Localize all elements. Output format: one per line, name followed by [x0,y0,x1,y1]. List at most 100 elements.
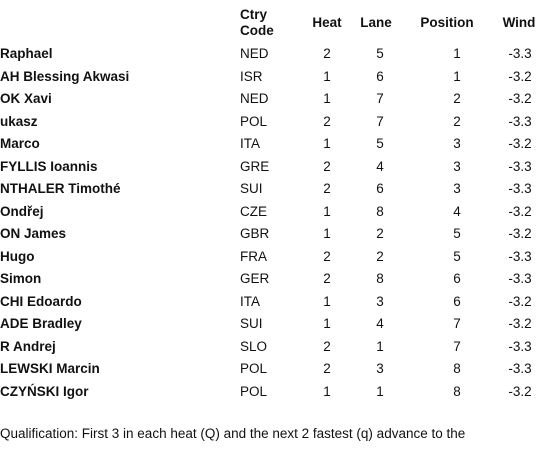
lane-number: 3 [376,293,384,309]
country-code: CZE [240,203,267,219]
country-code: POL [240,383,268,399]
athlete-name: CHI Edoardo [0,293,82,309]
table-row: Raphael NED 2 5 1 -3.3 [0,43,560,65]
lane-number: 4 [376,316,384,331]
athlete-name: AH Blessing Akwasi [0,68,130,84]
wind-value: -3.3 [508,46,532,61]
athlete-name: Raphael [0,46,53,61]
table-row: FYLLIS Ioannis GRE 2 4 3 -3.3 [0,156,560,178]
wind-value: -3.2 [508,203,532,219]
heat-number: 1 [323,293,331,309]
country-code: GER [240,271,270,286]
country-code: SLO [240,338,268,354]
lane-number: 8 [376,271,384,286]
position-number: 3 [453,181,461,196]
position-number: 5 [453,226,461,241]
header-position: Position [420,15,474,30]
table-row: ADE Bradley SUI 1 4 7 -3.2 [0,313,560,335]
header-ctry-line2: Code [240,23,274,38]
lane-number: 6 [376,181,384,196]
table-row: CHI Edoardo ITA 1 3 6 -3.2 [0,291,560,313]
table-row: Marco ITA 1 5 3 -3.2 [0,133,560,155]
position-number: 8 [453,383,461,399]
table-row: OK Xavi NED 1 7 2 -3.2 [0,88,560,110]
wind-value: -3.3 [508,338,532,354]
position-number: 7 [453,338,461,354]
country-code: ISR [240,68,263,84]
heat-number: 1 [323,68,331,84]
position-number: 6 [453,293,461,309]
lane-number: 7 [376,91,384,106]
lane-number: 1 [376,383,384,399]
wind-value: -3.3 [508,113,532,129]
country-code: POL [240,361,268,376]
wind-value: -3.3 [508,361,532,376]
position-number: 1 [453,68,461,84]
qualification-note: Qualification: First 3 in each heat (Q) … [0,426,466,441]
wind-value: -3.2 [508,136,532,151]
athlete-name: ukasz [0,113,38,129]
heat-number: 2 [323,361,331,376]
header-ctry-line1: Ctry [240,7,268,22]
heat-number: 2 [323,271,331,286]
wind-value: -3.2 [508,68,532,84]
position-number: 4 [453,203,461,219]
athlete-name: ADE Bradley [0,316,82,331]
heat-number: 1 [323,226,331,241]
position-number: 3 [453,158,461,174]
athlete-name: NTHALER Timothé [0,181,121,196]
table-row: R Andrej SLO 2 1 7 -3.3 [0,336,560,358]
lane-number: 6 [376,68,384,84]
athlete-name: Marco [0,136,40,151]
heat-number: 2 [323,46,331,61]
heat-number: 2 [323,113,331,129]
table-row: Ondřej CZE 1 8 4 -3.2 [0,201,560,223]
country-code: FRA [240,248,267,264]
heat-number: 2 [323,338,331,354]
table-row: ON James GBR 1 2 5 -3.2 [0,223,560,245]
lane-number: 7 [376,113,384,129]
header-heat: Heat [312,15,342,30]
heat-number: 1 [323,203,331,219]
header-lane: Lane [360,15,392,30]
lane-number: 5 [376,136,384,151]
lane-number: 8 [376,203,384,219]
heat-number: 2 [323,158,331,174]
athlete-name: OK Xavi [0,91,52,106]
position-number: 3 [453,136,461,151]
lane-number: 2 [376,248,384,264]
position-number: 1 [453,46,461,61]
table-row: Hugo FRA 2 2 5 -3.3 [0,246,560,268]
table-row: AH Blessing Akwasi ISR 1 6 1 -3.2 [0,66,560,88]
lane-number: 3 [376,361,384,376]
heat-number: 2 [323,181,331,196]
table-row: NTHALER Timothé SUI 2 6 3 -3.3 [0,178,560,200]
athlete-name: FYLLIS Ioannis [0,158,98,174]
athlete-name: ON James [0,226,67,241]
wind-value: -3.3 [508,248,532,264]
athlete-name: Ondřej [0,203,44,219]
position-number: 2 [453,91,461,106]
table-row: LEWSKI Marcin POL 2 3 8 -3.3 [0,358,560,380]
header-ctry-code: Ctry Code [240,7,274,39]
table-row: ukasz POL 2 7 2 -3.3 [0,111,560,133]
athlete-name: Hugo [0,248,35,264]
heat-number: 1 [323,136,331,151]
position-number: 7 [453,316,461,331]
country-code: ITA [240,293,260,309]
wind-value: -3.2 [508,316,532,331]
heat-number: 1 [323,316,331,331]
country-code: NED [240,46,269,61]
wind-value: -3.3 [508,271,532,286]
wind-value: -3.3 [508,158,532,174]
heat-number: 1 [323,91,331,106]
country-code: GBR [240,226,270,241]
header-wind: Wind [502,15,536,30]
lane-number: 4 [376,158,384,174]
lane-number: 2 [376,226,384,241]
country-code: SUI [240,181,263,196]
wind-value: -3.2 [508,226,532,241]
lane-number: 1 [376,338,384,354]
table-row: Simon GER 2 8 6 -3.3 [0,268,560,290]
country-code: GRE [240,158,270,174]
